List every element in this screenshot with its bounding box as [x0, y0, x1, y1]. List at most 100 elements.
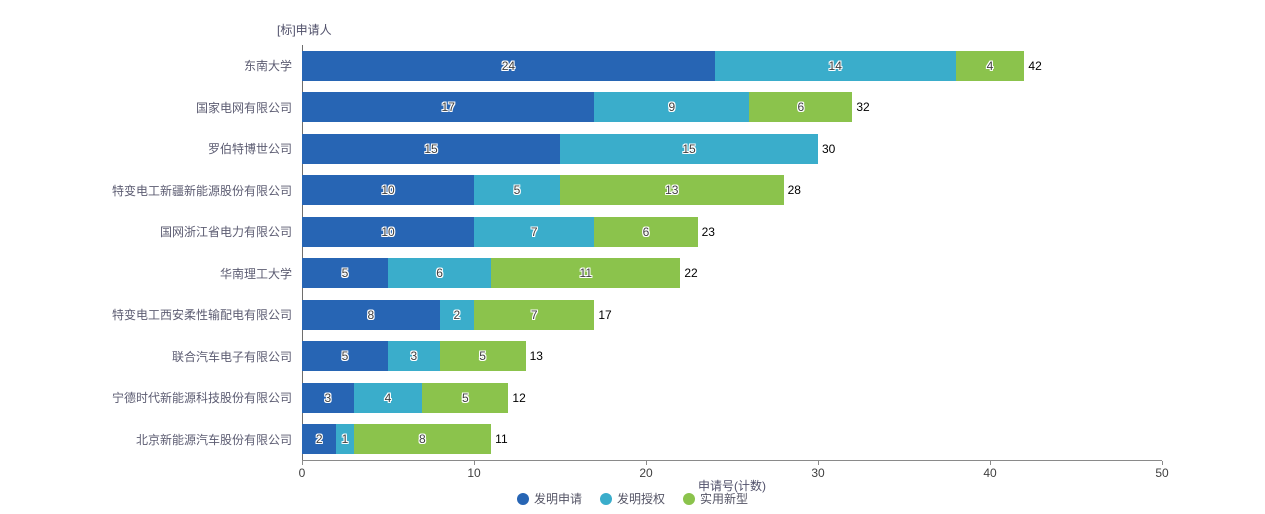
bar-segment-invention-application[interactable]: 8 [302, 299, 440, 330]
chart-row: 罗伯特博世公司 15 15 30 [0, 128, 1265, 170]
bar-total-label: 12 [512, 390, 526, 405]
stacked-bar: 10 5 13 28 [302, 175, 801, 206]
segment-value-label: 8 [367, 307, 375, 322]
segment-value-label: 5 [462, 390, 469, 405]
segment-value-label: 15 [424, 141, 438, 156]
segment-value-label: 10 [381, 183, 395, 198]
bar-segment-utility-model[interactable]: 5 [422, 382, 509, 413]
legend-item-invention-grant[interactable]: 发明授权 [599, 490, 665, 507]
stacked-bar: 24 14 4 42 [302, 50, 1042, 81]
segment-value-label: 17 [441, 100, 455, 115]
bar-segment-invention-application[interactable]: 5 [302, 341, 388, 372]
x-tick-label: 10 [467, 466, 481, 480]
segment-value-label: 2 [315, 432, 323, 447]
bar-segment-utility-model[interactable]: 11 [491, 258, 681, 289]
legend-dot-icon [599, 492, 612, 505]
bar-segment-invention-grant[interactable]: 5 [474, 175, 560, 206]
segment-value-label: 13 [665, 183, 679, 198]
segment-value-label: 6 [642, 224, 650, 239]
segment-value-label: 14 [828, 58, 842, 73]
bar-segment-invention-application[interactable]: 5 [302, 258, 388, 289]
bar-segment-utility-model[interactable]: 7 [473, 299, 595, 330]
bar-segment-invention-application[interactable]: 2 [302, 424, 337, 455]
plot-rows: 东南大学 24 14 4 42 国家电网有限公司 17 9 6 32 罗伯特博世公司 15 15 30 特变… [0, 45, 1265, 460]
chart-row: 特变电工新疆新能源股份有限公司 10 5 13 28 [0, 170, 1265, 212]
bar-segment-invention-application[interactable]: 3 [302, 382, 354, 413]
chart-row: 特变电工西安柔性输配电有限公司 8 2 7 17 [0, 294, 1265, 336]
segment-value-label: 5 [341, 266, 349, 281]
segment-value-label: 4 [384, 390, 392, 405]
bar-segment-invention-application[interactable]: 10 [302, 216, 474, 247]
chart-row: 华南理工大学 5 6 11 22 [0, 253, 1265, 295]
bar-segment-utility-model[interactable]: 4 [955, 50, 1025, 81]
segment-value-label: 11 [579, 266, 593, 281]
stacked-bar: 5 3 5 13 [302, 341, 543, 372]
legend-item-invention-application[interactable]: 发明申请 [516, 490, 582, 507]
chart-row: 联合汽车电子有限公司 5 3 5 13 [0, 336, 1265, 378]
bar-segment-invention-grant[interactable]: 9 [594, 92, 750, 123]
x-tick-label: 20 [639, 466, 653, 480]
legend-dot-icon [683, 492, 695, 505]
bar-segment-invention-application[interactable]: 15 [302, 133, 560, 164]
segment-value-label: 5 [479, 349, 486, 364]
segment-value-label: 4 [986, 58, 994, 73]
segment-value-label: 6 [797, 100, 805, 115]
segment-value-label: 7 [530, 307, 538, 322]
bar-segment-invention-application[interactable]: 24 [302, 50, 715, 81]
category-label: 联合汽车电子有限公司 [171, 349, 292, 364]
bar-segment-invention-grant[interactable]: 15 [560, 133, 818, 164]
category-label: 国网浙江省电力有限公司 [159, 225, 292, 240]
x-tick-mark [990, 461, 991, 465]
x-tick-mark [646, 461, 647, 465]
category-label: 罗伯特博世公司 [207, 142, 292, 157]
category-label: 特变电工西安柔性输配电有限公司 [111, 308, 292, 323]
segment-value-label: 5 [341, 349, 349, 364]
segment-value-label: 3 [324, 390, 332, 405]
x-tick-label: 30 [811, 466, 825, 480]
x-axis-line [302, 460, 1162, 461]
bar-total-label: 13 [529, 349, 543, 364]
bar-segment-invention-grant[interactable]: 7 [474, 216, 595, 247]
bar-total-label: 22 [684, 266, 698, 281]
bar-segment-utility-model[interactable]: 8 [353, 424, 492, 455]
y-axis-title: [标]申请人 [277, 23, 332, 37]
bar-total-label: 23 [701, 224, 715, 239]
stacked-bar: 10 7 6 23 [302, 216, 715, 247]
chart-row: 北京新能源汽车股份有限公司 2 1 8 11 [0, 419, 1265, 461]
segment-value-label: 24 [501, 58, 516, 73]
stacked-bar: 3 4 5 12 [302, 382, 526, 413]
segment-value-label: 7 [530, 224, 538, 239]
chart-row: 国家电网有限公司 17 9 6 32 [0, 87, 1265, 129]
bar-segment-invention-grant[interactable]: 1 [336, 424, 354, 455]
x-tick-mark [302, 461, 303, 465]
chart-row: 东南大学 24 14 4 42 [0, 45, 1265, 87]
bar-segment-utility-model[interactable]: 13 [560, 175, 784, 206]
bar-segment-utility-model[interactable]: 6 [749, 92, 853, 123]
chart-row: 宁德时代新能源科技股份有限公司 3 4 5 12 [0, 377, 1265, 419]
bar-segment-invention-application[interactable]: 17 [302, 92, 595, 123]
bar-segment-invention-grant[interactable]: 6 [388, 258, 492, 289]
bar-segment-invention-grant[interactable]: 14 [714, 50, 956, 81]
bar-segment-invention-grant[interactable]: 4 [353, 382, 423, 413]
bar-segment-utility-model[interactable]: 6 [594, 216, 698, 247]
legend-item-utility-model[interactable]: 实用新型 [683, 490, 748, 507]
category-label: 北京新能源汽车股份有限公司 [135, 432, 292, 447]
legend-label: 发明申请 [533, 492, 582, 506]
bar-segment-invention-grant[interactable]: 3 [388, 341, 440, 372]
x-tick-label: 50 [1155, 466, 1169, 480]
category-label: 华南理工大学 [219, 266, 292, 281]
x-tick-mark [474, 461, 475, 465]
category-label: 东南大学 [243, 59, 292, 74]
category-label: 国家电网有限公司 [195, 100, 292, 115]
legend-dot-icon [516, 492, 529, 505]
stacked-bar: 5 6 11 22 [302, 258, 698, 289]
bar-total-label: 28 [787, 183, 801, 198]
x-tick-mark [1162, 461, 1163, 465]
stacked-bar: 15 15 30 [302, 133, 835, 164]
bar-segment-invention-grant[interactable]: 2 [439, 299, 474, 330]
stacked-bar: 17 9 6 32 [302, 92, 870, 123]
bar-segment-invention-application[interactable]: 10 [302, 175, 474, 206]
bar-segment-utility-model[interactable]: 5 [439, 341, 526, 372]
segment-value-label: 2 [453, 307, 461, 322]
